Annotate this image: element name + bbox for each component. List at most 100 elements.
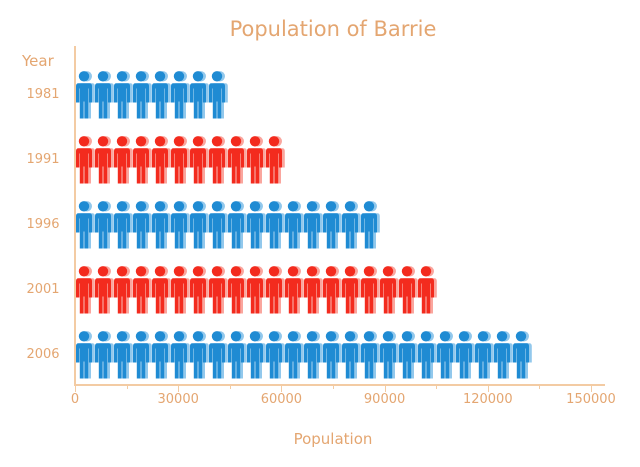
person-icon (171, 136, 190, 184)
person-icon (361, 266, 380, 314)
x-axis-title: Population (293, 430, 373, 448)
person-icon (228, 136, 247, 184)
person-icon (95, 201, 114, 249)
person-icon (399, 331, 418, 379)
person-icon (266, 331, 285, 379)
x-tick-minor (126, 384, 128, 389)
person-icon (323, 331, 342, 379)
x-tick-major (384, 384, 386, 392)
person-icon (190, 266, 209, 314)
person-icon (190, 71, 209, 119)
x-tick-minor (436, 384, 438, 389)
person-icon (152, 201, 171, 249)
pictogram-row (76, 201, 380, 249)
person-icon (190, 136, 209, 184)
person-icon (152, 71, 171, 119)
x-tick-major (75, 384, 76, 392)
person-icon (95, 266, 114, 314)
pictogram-row (76, 136, 285, 184)
person-icon (380, 331, 399, 379)
person-icon (152, 266, 171, 314)
person-icon (437, 331, 456, 379)
person-icon (456, 331, 475, 379)
pictogram-row (76, 331, 532, 379)
person-icon (304, 266, 323, 314)
x-tick-label: 30000 (157, 392, 199, 407)
person-icon (342, 266, 361, 314)
person-icon (95, 331, 114, 379)
person-icon (190, 331, 209, 379)
x-tick-label: 120000 (462, 392, 513, 407)
person-icon (95, 136, 114, 184)
year-label: 2001 (26, 282, 60, 297)
person-icon (190, 201, 209, 249)
person-icon (342, 201, 361, 249)
person-icon (418, 266, 437, 314)
person-icon (228, 331, 247, 379)
x-tick-minor (333, 384, 334, 389)
person-icon (285, 266, 304, 314)
person-icon (247, 136, 266, 184)
person-icon (304, 201, 323, 249)
person-icon (95, 71, 114, 119)
year-label: 2006 (26, 347, 60, 362)
person-icon (304, 331, 323, 379)
person-icon (247, 331, 266, 379)
x-tick-label: 60000 (260, 392, 303, 407)
person-icon (171, 201, 190, 249)
person-icon (152, 331, 171, 379)
person-icon (171, 266, 190, 314)
pictogram-row (76, 266, 437, 314)
person-icon (114, 201, 133, 249)
person-icon (323, 266, 342, 314)
person-icon (266, 136, 285, 184)
person-icon (114, 266, 133, 314)
chart-title: Population of Barrie (229, 17, 437, 41)
x-tick-label: 0 (70, 392, 80, 407)
x-tick-major (281, 384, 283, 392)
x-tick-major (487, 384, 489, 392)
year-label: 1981 (26, 87, 60, 102)
person-icon (133, 71, 152, 119)
person-icon (513, 331, 532, 379)
x-tick-minor (229, 384, 231, 389)
y-axis-title: Year (22, 52, 54, 70)
person-icon (228, 266, 247, 314)
person-icon (76, 136, 95, 184)
person-icon (494, 331, 513, 379)
x-axis-line (74, 384, 605, 386)
person-icon (285, 201, 304, 249)
person-icon (361, 201, 380, 249)
person-icon (152, 136, 171, 184)
person-icon (209, 266, 228, 314)
person-icon (228, 201, 247, 249)
person-icon (399, 266, 418, 314)
person-icon (114, 136, 133, 184)
person-icon (266, 266, 285, 314)
person-icon (76, 71, 95, 119)
person-icon (285, 331, 304, 379)
person-icon (209, 201, 228, 249)
person-icon (247, 201, 266, 249)
x-tick-major (591, 384, 592, 392)
person-icon (171, 71, 190, 119)
person-icon (418, 331, 437, 379)
y-axis-line (74, 46, 76, 386)
person-icon (76, 201, 95, 249)
person-icon (133, 136, 152, 184)
person-icon (361, 331, 380, 379)
person-icon (380, 266, 399, 314)
person-icon (133, 201, 152, 249)
person-icon (323, 201, 342, 249)
person-icon (76, 331, 95, 379)
person-icon (114, 71, 133, 119)
person-icon (114, 331, 133, 379)
person-icon (209, 136, 228, 184)
person-icon (76, 266, 95, 314)
x-tick-label: 90000 (363, 392, 406, 407)
year-label: 1991 (26, 152, 60, 167)
x-tick-label: 150000 (566, 392, 616, 407)
person-icon (209, 71, 228, 119)
x-tick-major (178, 384, 180, 392)
